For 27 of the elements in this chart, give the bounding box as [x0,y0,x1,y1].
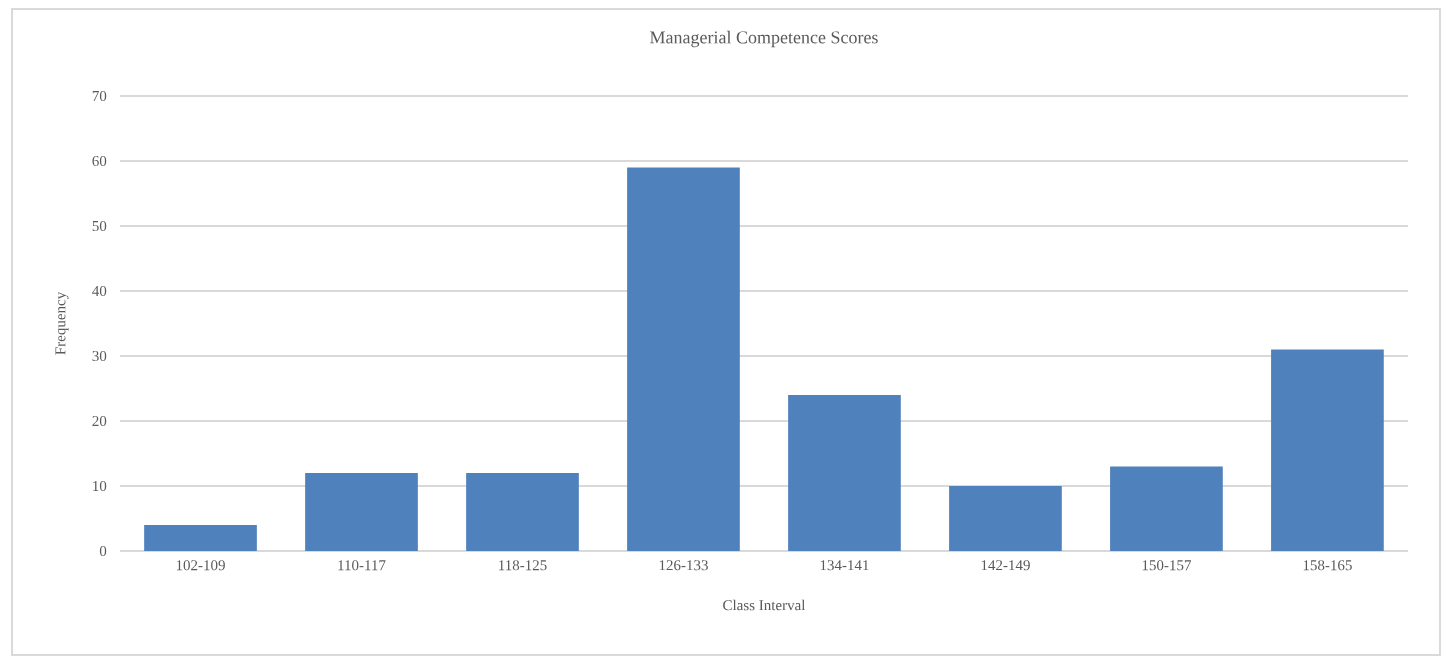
y-tick-label: 40 [92,285,107,297]
x-tick-label: 118-125 [499,560,547,571]
x-tick-label: 150-157 [1142,560,1191,571]
bar [305,472,418,551]
x-tick-label: 142-149 [981,560,1030,571]
y-tick-label: 70 [92,90,107,102]
x-tick-label: 110-117 [338,560,386,571]
y-tick-label: 10 [93,480,107,492]
y-axis-title: Frequency [55,291,69,355]
x-tick-label: 158-165 [1303,560,1352,571]
y-tick-label: 0 [99,545,107,557]
bar [1110,466,1223,551]
bar [788,394,901,551]
bar [144,524,257,551]
bar [627,167,740,551]
bar [949,485,1062,551]
x-tick-label: 102-109 [176,560,225,571]
chart-title: Managerial Competence Scores [650,30,878,48]
y-tick-label: 50 [92,220,107,232]
bar [466,472,579,551]
x-tick-label: 126-133 [659,560,708,571]
x-tick-label: 134-141 [820,560,869,571]
y-tick-label: 30 [92,350,107,362]
x-axis-title: Class Interval [723,599,806,611]
bar [1271,349,1384,551]
y-tick-label: 20 [92,415,107,427]
y-tick-label: 60 [92,155,107,167]
